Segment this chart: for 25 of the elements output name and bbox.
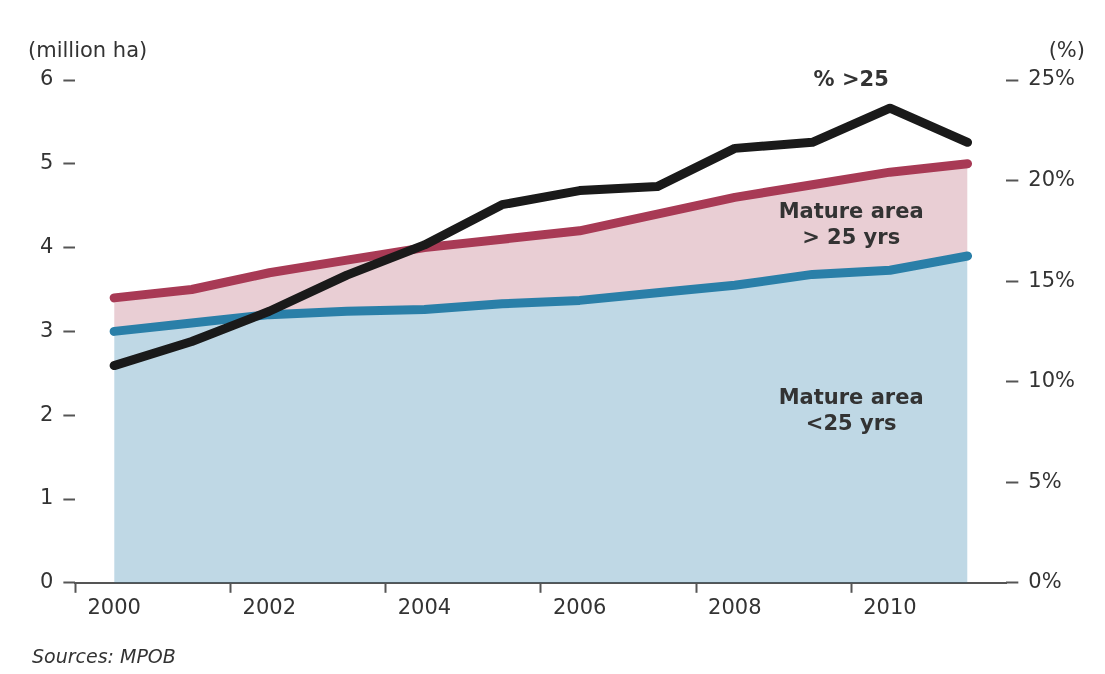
y-tick-label: 2 <box>39 401 54 426</box>
y2-tick-label: 0% <box>1028 569 1062 594</box>
y-tick-label: 1 <box>39 485 54 510</box>
y2-tick-label: 15% <box>1028 267 1076 292</box>
y-tick-label: 0 <box>39 569 54 594</box>
series-label: Mature area <25 yrs <box>778 385 924 436</box>
y-tick-label: 3 <box>39 317 54 342</box>
x-tick-label: 2002 <box>242 594 297 619</box>
x-tick-label: 2006 <box>552 594 607 619</box>
series-label: % >25 <box>813 66 889 91</box>
y-tick-label: 4 <box>39 234 54 259</box>
y-tick-label: 6 <box>39 66 54 91</box>
source-note: Sources: MPOB <box>32 645 176 668</box>
x-tick-label: 2000 <box>87 594 141 619</box>
y-axis-title: (million ha) <box>28 37 148 62</box>
y2-tick-label: 10% <box>1028 368 1076 393</box>
x-tick-label: 2010 <box>863 594 917 619</box>
x-tick-label: 2008 <box>708 594 762 619</box>
x-tick-label: 2004 <box>397 594 452 619</box>
y2-tick-label: 5% <box>1028 468 1062 493</box>
y2-axis-title: (%) <box>1048 37 1085 62</box>
y2-tick-label: 20% <box>1028 167 1076 192</box>
y2-tick-label: 25% <box>1028 66 1076 91</box>
series-label: Mature area > 25 yrs <box>778 198 924 249</box>
y-tick-label: 5 <box>39 150 54 175</box>
